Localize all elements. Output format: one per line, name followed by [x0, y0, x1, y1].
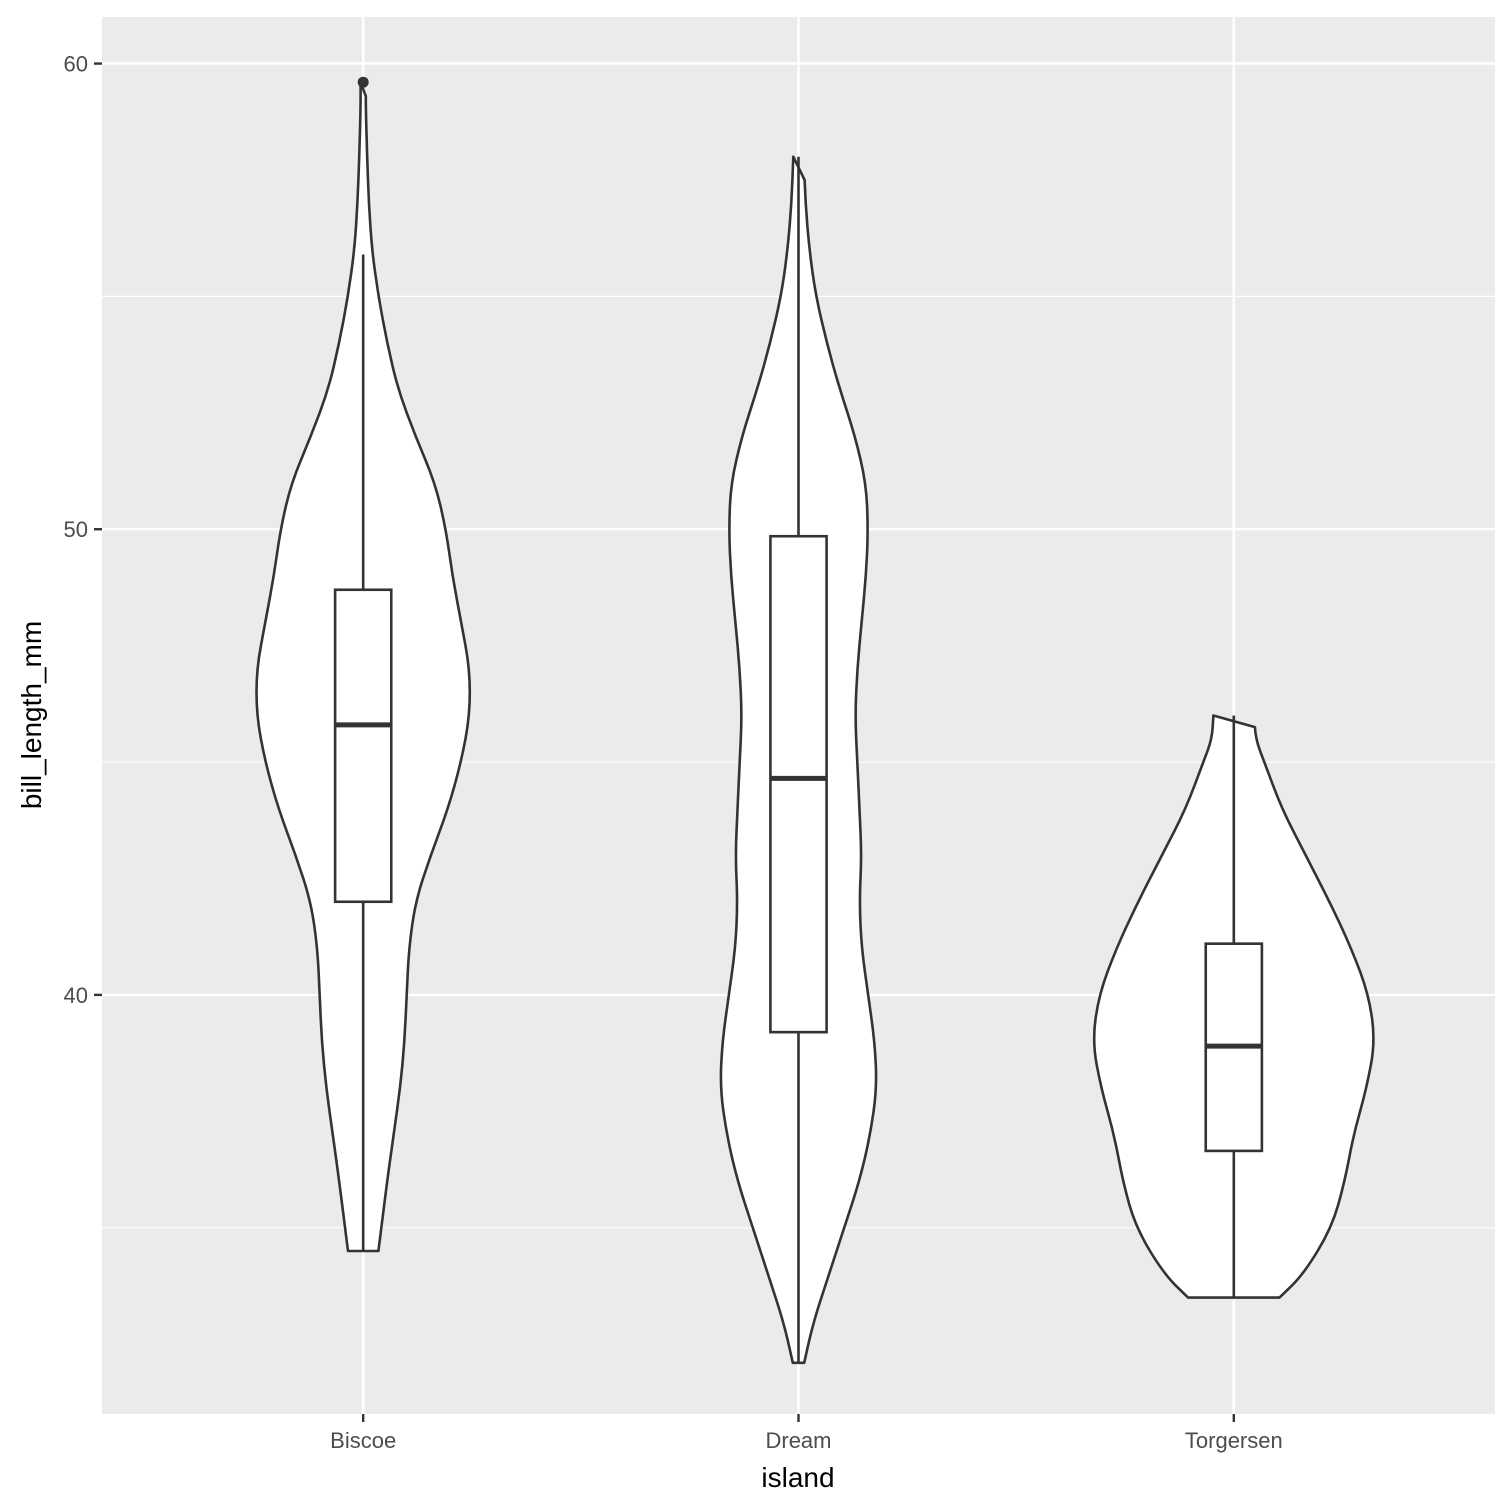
- y-axis: 40 50 60: [64, 52, 102, 1008]
- violin-group-dream: [719, 155, 878, 1365]
- y-tick-label: 60: [64, 52, 88, 77]
- box-iqr: [769, 534, 828, 1034]
- x-tick-label: Torgersen: [1185, 1428, 1283, 1453]
- y-tick-label: 40: [64, 983, 88, 1008]
- x-axis-title: island: [761, 1462, 834, 1493]
- x-tick-label: Dream: [765, 1428, 831, 1453]
- box-iqr: [333, 588, 393, 904]
- x-tick-label: Biscoe: [330, 1428, 396, 1453]
- x-axis: Biscoe Dream Torgersen: [330, 1414, 1283, 1453]
- violin-group-torgersen: [1092, 714, 1375, 1299]
- y-axis-title: bill_length_mm: [16, 621, 47, 809]
- outlier-point: [357, 76, 369, 88]
- violins: [255, 76, 1375, 1365]
- violin-group-biscoe: [255, 76, 472, 1253]
- y-tick-label: 50: [64, 517, 88, 542]
